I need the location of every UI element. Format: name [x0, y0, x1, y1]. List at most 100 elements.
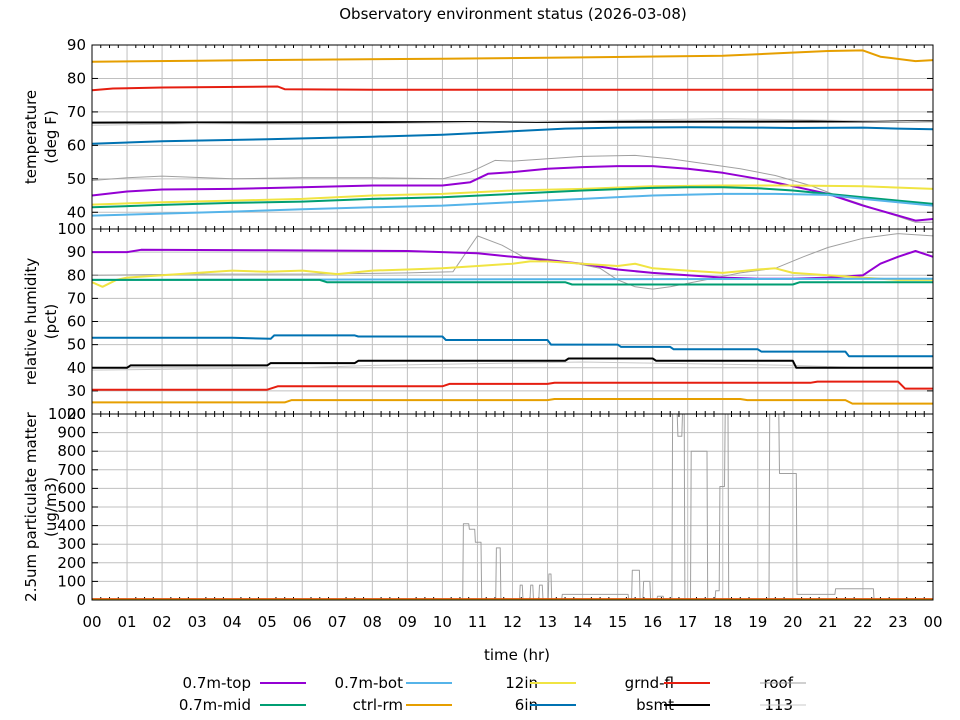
y-tick-label: 50: [67, 336, 86, 354]
y-tick-label: 600: [57, 479, 86, 497]
series-line-12in: [92, 184, 933, 206]
series-line-roof: [92, 414, 933, 600]
x-tick-label: 19: [748, 613, 767, 631]
series-line-113: [92, 361, 933, 371]
y-tick-label: 200: [57, 554, 86, 572]
y-tick-label: 90: [67, 243, 86, 261]
legend-item: roof: [760, 674, 806, 692]
legend-label: 6in: [515, 696, 538, 714]
legend-label: grnd-fl: [625, 674, 674, 692]
y-tick-label: 20: [67, 405, 86, 423]
y-tick-label: 70: [67, 289, 86, 307]
series-line-grnd-fl: [92, 380, 933, 391]
y-axis-label: relative humidity: [22, 258, 40, 386]
panel-2: 20 30 40 50 60 70 80 90 100 relative humidity (pct…: [22, 220, 934, 423]
panel-1: 40 50 60 70 80 90 temperature (deg F): [22, 36, 934, 230]
y-tick-label: 60: [67, 313, 86, 331]
y-axis-label: (ug/m3): [42, 477, 60, 537]
panel-frame: [91, 413, 934, 601]
legend-item: 6in: [515, 696, 576, 714]
legend-label: 12in: [505, 674, 538, 692]
series-line-ctrl-rm: [92, 49, 933, 63]
series-line-ctrl-rm: [92, 398, 933, 405]
legend-item: 113: [760, 696, 806, 714]
series-line-0.7m-mid: [92, 278, 933, 286]
x-tick-label: 06: [293, 613, 312, 631]
y-tick-label: 70: [67, 103, 86, 121]
y-axis-label: 2.5um particulate matter: [22, 411, 40, 601]
x-tick-label: 14: [573, 613, 592, 631]
legend-item: 0.7m-top: [183, 674, 306, 692]
x-tick-label: 12: [503, 613, 522, 631]
x-tick-label: 04: [223, 613, 242, 631]
y-tick-label: 900: [57, 424, 86, 442]
panel-series: [92, 49, 933, 223]
series-line-0.7m-bot: [92, 192, 933, 217]
y-tick-label: 300: [57, 535, 86, 553]
x-tick-label: 02: [153, 613, 172, 631]
y-tick-label: 100: [57, 572, 86, 590]
x-tick-label: 11: [468, 613, 487, 631]
x-tick-label: 23: [888, 613, 907, 631]
y-axis-label: (pct): [42, 304, 60, 339]
y-tick-label: 700: [57, 461, 86, 479]
y-tick-label: 60: [67, 136, 86, 154]
x-tick-label: 22: [853, 613, 872, 631]
series-line-12in: [92, 260, 933, 288]
legend-item: 0.7m-mid: [179, 696, 306, 714]
y-tick-label: 80: [67, 266, 86, 284]
series-line-bsmt: [92, 357, 933, 369]
legend-label: 0.7m-top: [183, 674, 251, 692]
legend-label: 0.7m-mid: [179, 696, 251, 714]
legend-item: 12in: [505, 674, 576, 692]
series-line-grnd-fl: [92, 85, 933, 92]
y-axis-label: temperature: [22, 90, 40, 184]
x-tick-label: 21: [818, 613, 837, 631]
y-axis-label: (deg F): [42, 110, 60, 163]
y-tick-label: 90: [67, 36, 86, 54]
y-tick-label: 40: [67, 359, 86, 377]
series-line-113: [92, 118, 933, 126]
y-tick-label: 50: [67, 170, 86, 188]
legend: 0.7m-top 0.7m-bot 12in grnd-fl roof 0.7m-mid c…: [179, 674, 806, 714]
legend-item: grnd-fl: [625, 674, 710, 692]
x-axis-label: time (hr): [484, 646, 550, 664]
chart-title: Observatory environment status (2026-03-…: [339, 5, 687, 23]
legend-label: bsmt: [636, 696, 674, 714]
chart-panels: 40 50 60 70 80 90 temperature (deg F) 20 30 40 50 60…: [22, 36, 934, 609]
y-tick-label: 100: [57, 220, 86, 238]
series-line-0.7m-mid: [92, 186, 933, 209]
x-tick-label: 18: [713, 613, 732, 631]
y-tick-label: 80: [67, 69, 86, 87]
legend-label: 0.7m-bot: [335, 674, 404, 692]
x-axis: 00 01 02 03 04 05 06 07 08 09 10 11 12 13 14 15 16 17 18 19…: [82, 613, 942, 631]
x-tick-label: 07: [328, 613, 347, 631]
y-tick-label: 1000: [48, 405, 86, 423]
x-tick-label: 05: [258, 613, 277, 631]
legend-label: ctrl-rm: [353, 696, 403, 714]
x-tick-label: 09: [398, 613, 417, 631]
legend-item: bsmt: [636, 696, 710, 714]
y-tick-label: 400: [57, 517, 86, 535]
x-tick-label: 16: [643, 613, 662, 631]
y-tick-label: 40: [67, 203, 86, 221]
x-tick-label: 20: [783, 613, 802, 631]
series-line-6in: [92, 126, 933, 145]
legend-item: 0.7m-bot: [335, 674, 452, 692]
y-tick-label: 30: [67, 382, 86, 400]
x-tick-label: 03: [188, 613, 207, 631]
y-tick-label: 800: [57, 442, 86, 460]
series-line-0.7m-top: [92, 165, 933, 222]
series-line-6in: [92, 334, 933, 358]
y-tick-label: 0: [76, 591, 86, 609]
x-tick-label: 00: [923, 613, 942, 631]
series-line-0.7m-top: [92, 248, 933, 280]
x-tick-label: 15: [608, 613, 627, 631]
x-tick-label: 13: [538, 613, 557, 631]
x-tick-label: 10: [433, 613, 452, 631]
panel-series: [92, 233, 933, 405]
x-tick-label: 17: [678, 613, 697, 631]
x-tick-label: 00: [82, 613, 101, 631]
